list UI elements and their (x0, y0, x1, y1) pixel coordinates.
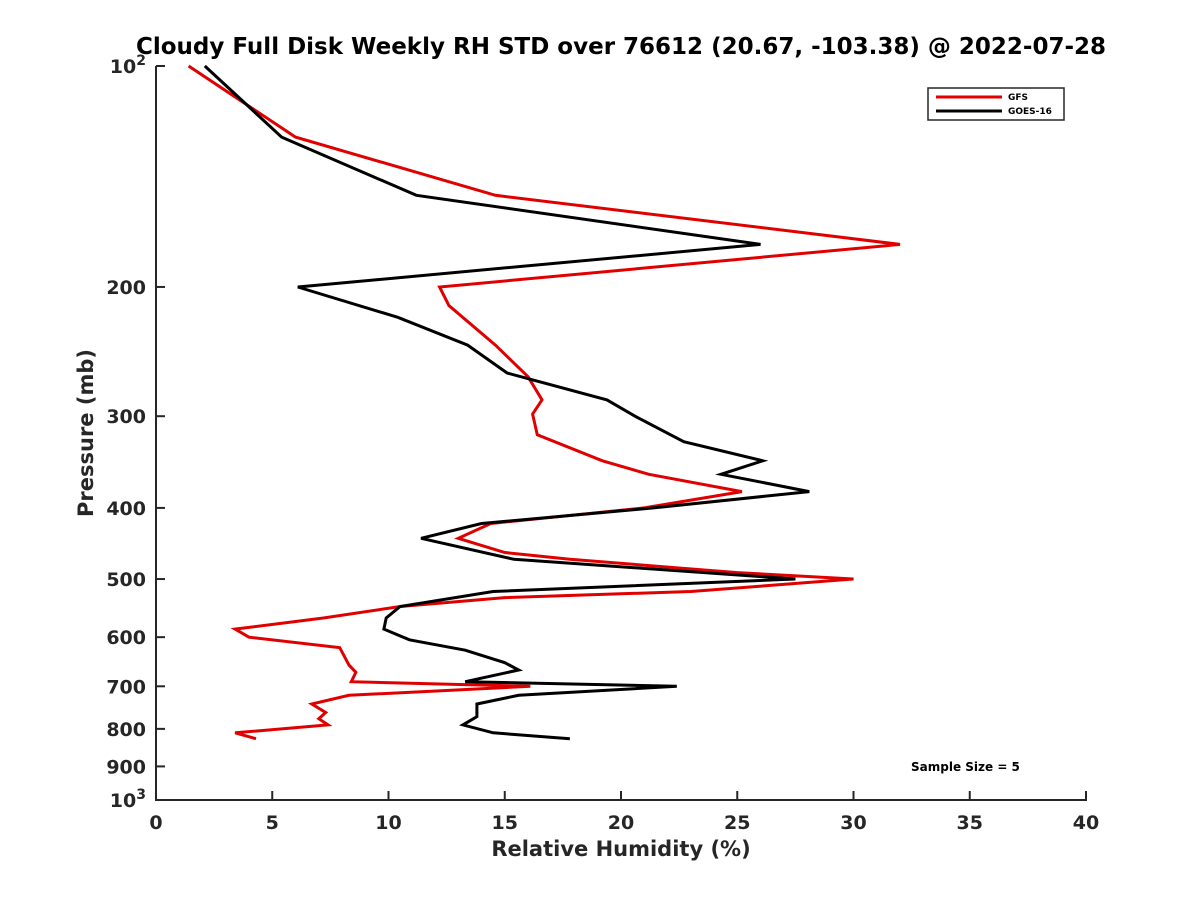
x-tick-label: 15 (492, 812, 518, 834)
x-tick-label: 30 (840, 812, 866, 834)
y-tick-label: 600 (106, 627, 146, 649)
x-tick-label: 40 (1073, 812, 1099, 834)
x-tick-label: 0 (149, 812, 162, 834)
sample-size-annotation: Sample Size = 5 (911, 760, 1020, 774)
x-ticks: 0 5 10 15 20 25 30 35 40 (149, 791, 1099, 834)
series-line-gfs (187, 64, 901, 741)
x-tick-label: 20 (608, 812, 634, 834)
y-tick-label: 900 (106, 756, 146, 778)
x-tick-label: 25 (724, 812, 750, 834)
y-axis-label: Pressure (mb) (74, 349, 98, 517)
y-tick-label: 102 (110, 53, 146, 78)
y-tick-label: 700 (106, 676, 146, 698)
x-tick-label: 35 (957, 812, 983, 834)
x-axis-label: Relative Humidity (%) (491, 837, 750, 861)
y-tick-label: 300 (106, 406, 146, 428)
y-tick-label: 400 (106, 498, 146, 520)
legend-box (927, 87, 1065, 121)
chart-title: Cloudy Full Disk Weekly RH STD over 7661… (136, 34, 1106, 60)
legend: GFS GOES-16 (927, 87, 1065, 121)
y-tick-label: 800 (106, 719, 146, 741)
x-tick-label: 5 (266, 812, 279, 834)
legend-label: GFS (1008, 93, 1028, 103)
series-line-goes-16 (203, 64, 810, 741)
plot-lines (187, 64, 901, 741)
x-tick-label: 10 (375, 812, 401, 834)
y-tick-label: 500 (106, 569, 146, 591)
legend-label: GOES-16 (1008, 107, 1052, 117)
y-tick-label: 200 (106, 277, 146, 299)
